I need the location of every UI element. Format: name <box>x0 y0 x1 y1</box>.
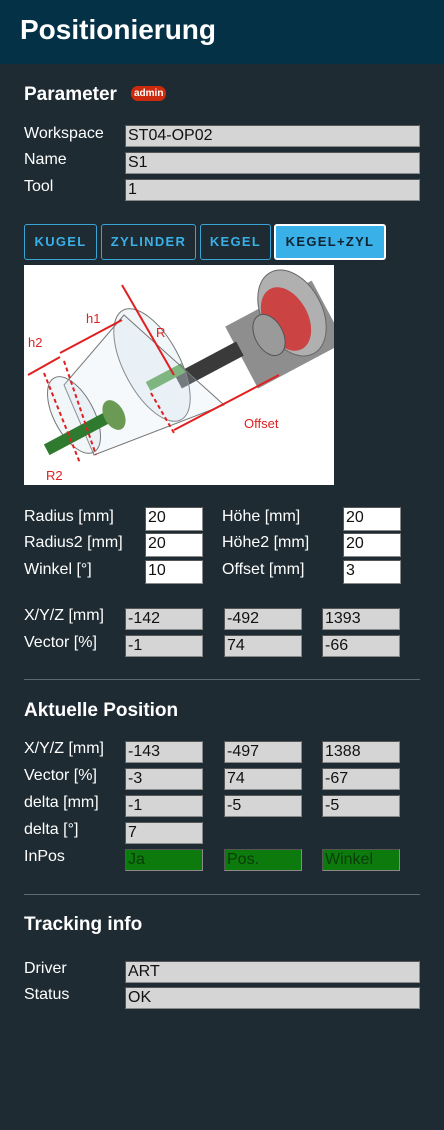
delta-deg-field: 7 <box>125 822 203 844</box>
screw-icon <box>43 400 126 456</box>
inpos-winkel-indicator: Winkel <box>322 849 400 871</box>
radius2-input[interactable]: 20 <box>145 533 203 557</box>
workspace-label: Workspace <box>24 125 104 142</box>
delta-x-field: -1 <box>125 795 203 817</box>
delta-mm-label: delta [mm] <box>24 794 99 811</box>
radius2-label: Radius2 [mm] <box>24 534 123 551</box>
inpos-label: InPos <box>24 848 65 865</box>
kegel-button[interactable]: KEGEL <box>200 224 271 260</box>
name-label: Name <box>24 151 67 168</box>
actual-vz-field: -67 <box>322 768 400 790</box>
hoehe-label: Höhe [mm] <box>222 508 301 525</box>
admin-badge: admin <box>131 86 167 101</box>
workspace-field[interactable]: ST04-OP02 <box>125 125 420 147</box>
kugel-button[interactable]: KUGEL <box>24 224 97 260</box>
target-vy-field: 74 <box>224 635 302 657</box>
radius-input[interactable]: 20 <box>145 507 203 531</box>
target-vx-field: -1 <box>125 635 203 657</box>
tracking-info-heading: Tracking info <box>24 914 143 935</box>
target-vector-label: Vector [%] <box>24 634 97 651</box>
inpos-pos-indicator: Pos. <box>224 849 302 871</box>
offset-input[interactable]: 3 <box>343 560 401 584</box>
target-vz-field: -66 <box>322 635 400 657</box>
actual-z-field: 1388 <box>322 741 400 763</box>
radius-label: Radius [mm] <box>24 508 114 525</box>
tool-holder-icon <box>145 269 345 391</box>
divider <box>24 679 420 680</box>
actual-y-field: -497 <box>224 741 302 763</box>
zylinder-button[interactable]: ZYLINDER <box>101 224 196 260</box>
status-field: OK <box>125 987 420 1009</box>
target-z-field: 1393 <box>322 608 400 630</box>
parameter-heading: Parameter <box>24 84 117 105</box>
driver-label: Driver <box>24 960 67 977</box>
hoehe-input[interactable]: 20 <box>343 507 401 531</box>
delta-deg-label: delta [°] <box>24 821 79 838</box>
shape-illustration: h1 h2 R R2 Offset <box>24 265 345 485</box>
actual-vx-field: -3 <box>125 768 203 790</box>
h1-label: h1 <box>86 311 100 326</box>
actual-x-field: -143 <box>125 741 203 763</box>
delta-z-field: -5 <box>322 795 400 817</box>
offset-label-field: Offset [mm] <box>222 561 305 578</box>
driver-field: ART <box>125 961 420 983</box>
hoehe2-label: Höhe2 [mm] <box>222 534 310 551</box>
app-header: Positionierung <box>0 0 444 64</box>
name-field[interactable]: S1 <box>125 152 420 174</box>
target-y-field: -492 <box>224 608 302 630</box>
h2-label: h2 <box>28 335 42 350</box>
kegel-zyl-button[interactable]: KEGEL+ZYL <box>274 224 386 260</box>
actual-xyz-label: X/Y/Z [mm] <box>24 740 104 757</box>
offset-label: Offset <box>244 416 279 431</box>
target-xyz-label: X/Y/Z [mm] <box>24 607 104 624</box>
cone-cylinder-diagram: h1 h2 R R2 Offset <box>27 269 345 483</box>
actual-vector-label: Vector [%] <box>24 767 97 784</box>
hoehe2-input[interactable]: 20 <box>343 533 401 557</box>
inpos-ja-indicator: Ja <box>125 849 203 871</box>
divider <box>24 894 420 895</box>
winkel-label: Winkel [°] <box>24 561 92 578</box>
r-label: R <box>156 325 165 340</box>
r2-label: R2 <box>46 468 63 483</box>
aktuelle-position-heading: Aktuelle Position <box>24 700 179 721</box>
page-title: Positionierung <box>20 14 216 45</box>
target-x-field: -142 <box>125 608 203 630</box>
tool-label: Tool <box>24 178 54 195</box>
actual-vy-field: 74 <box>224 768 302 790</box>
winkel-input[interactable]: 10 <box>145 560 203 584</box>
tool-field[interactable]: 1 <box>125 179 420 201</box>
delta-y-field: -5 <box>224 795 302 817</box>
status-label: Status <box>24 986 70 1003</box>
